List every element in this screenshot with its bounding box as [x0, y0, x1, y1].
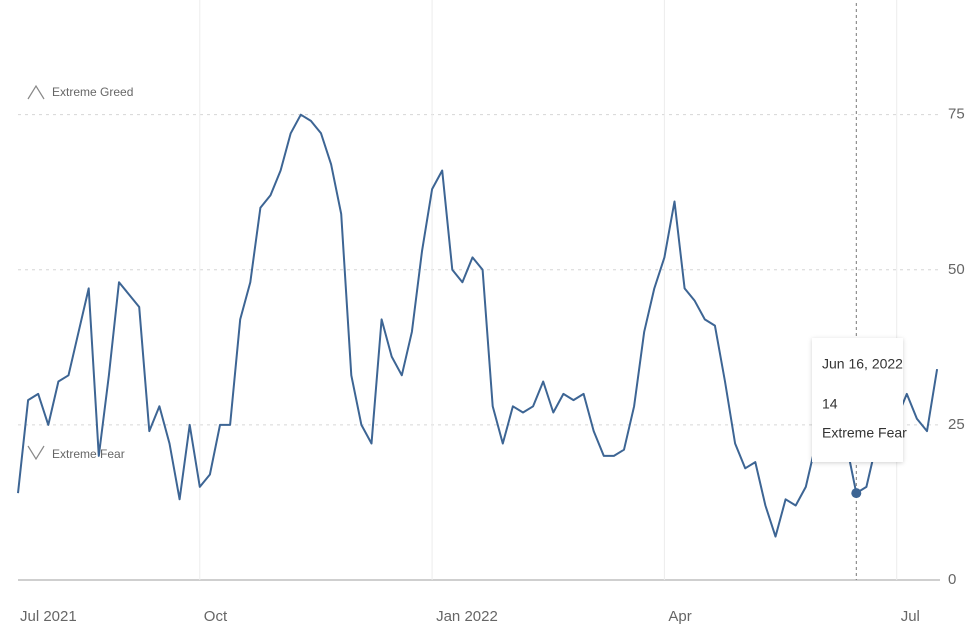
annotation: Extreme Fear: [52, 447, 125, 461]
y-tick-label: 50: [948, 261, 965, 278]
hover-point: [851, 488, 862, 499]
annotation: Extreme Greed: [52, 85, 133, 99]
line: [17, 113, 939, 538]
x-tick-label: Jul 2021: [20, 608, 77, 625]
y-tick-label: 0: [948, 571, 956, 588]
x-tick-label: Oct: [204, 608, 228, 625]
greed-chevron: [27, 84, 45, 100]
grid: [18, 0, 940, 581]
tooltip-box: [812, 338, 903, 462]
x-tick-label: Jan 2022: [436, 608, 498, 625]
tooltip-value: 14: [822, 396, 838, 412]
y-tick-label: 75: [948, 106, 965, 123]
tooltip-label: Extreme Fear: [822, 425, 907, 441]
x-tick-label: Jul: [901, 608, 920, 625]
tooltip-title: Jun 16, 2022: [822, 356, 903, 372]
y-tick-label: 25: [948, 416, 965, 433]
fear-chevron: [27, 445, 45, 461]
plot: [17, 3, 939, 580]
tooltip: Jun 16, 2022 14 Extreme Fear: [812, 338, 907, 462]
x-tick-label: Apr: [668, 608, 691, 625]
